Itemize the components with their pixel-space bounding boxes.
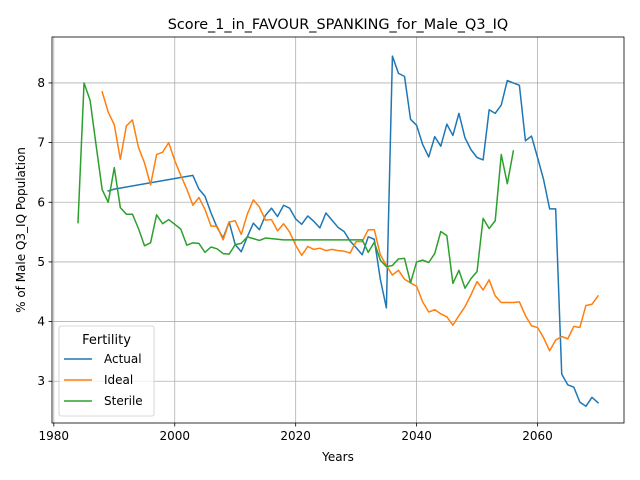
y-tick-label: 3: [37, 374, 45, 388]
legend: Fertility Actual Ideal Sterile: [58, 325, 155, 417]
legend-label-ideal: Ideal: [104, 373, 133, 387]
y-tick-label: 4: [37, 315, 45, 329]
y-tick-label: 8: [37, 76, 45, 90]
legend-title: Fertility: [82, 333, 131, 348]
y-tick-label: 6: [37, 195, 45, 209]
series-line-actual: [107, 55, 600, 408]
x-tick-label: 1980: [39, 429, 70, 443]
series-line-ideal: [101, 90, 600, 352]
plot-frame: [51, 36, 625, 424]
legend-box: [58, 325, 155, 417]
x-tick-label: 2000: [159, 429, 190, 443]
y-axis-label: % of Male Q3_IQ Population: [14, 147, 28, 313]
gridlines: [52, 37, 624, 423]
legend-label-sterile: Sterile: [104, 394, 143, 408]
series-line-sterile: [77, 82, 515, 289]
y-tick-label: 5: [37, 255, 45, 269]
chart-title: Score_1_in_FAVOUR_SPANKING_for_Male_Q3_I…: [168, 17, 509, 33]
axis-ticks: 1980 2000 2020 2040 2060 3 4 5 6 7 8: [37, 76, 552, 443]
legend-entries: Actual Ideal Sterile: [64, 352, 143, 408]
x-tick-label: 2020: [280, 429, 311, 443]
x-tick-label: 2060: [522, 429, 553, 443]
y-tick-label: 7: [37, 136, 45, 150]
x-axis-label: Years: [321, 450, 354, 464]
series-lines: [77, 55, 600, 408]
legend-label-actual: Actual: [104, 352, 142, 366]
x-tick-label: 2040: [401, 429, 432, 443]
